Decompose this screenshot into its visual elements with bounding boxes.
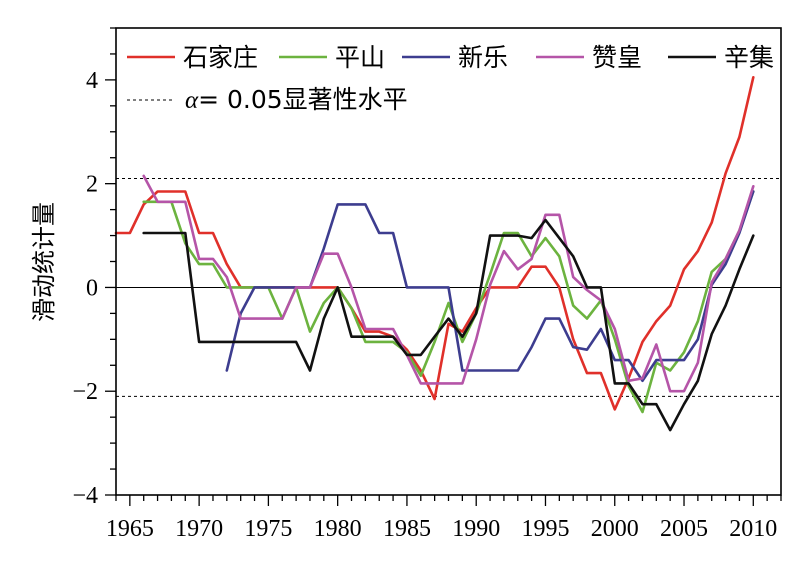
- y-tick-label: −4: [72, 483, 98, 509]
- y-tick-label: 0: [86, 275, 98, 301]
- x-tick-label: 1965: [106, 516, 154, 542]
- series-line-1: [114, 76, 755, 411]
- x-tick-label: 1980: [314, 516, 362, 542]
- significance-text: = 0.05显著性水平: [198, 85, 408, 114]
- x-tick-label: 2005: [660, 516, 708, 542]
- series-layer: [114, 76, 755, 432]
- x-tick-label: 2010: [729, 516, 777, 542]
- legend-significance: α= 0.05显著性水平: [127, 85, 408, 114]
- x-tick-label: 1975: [244, 516, 292, 542]
- y-axis-title: 滑动统计量: [30, 202, 58, 322]
- series-line-5: [142, 218, 755, 432]
- legend-label: 辛集: [724, 43, 774, 72]
- series-line-2: [142, 190, 755, 414]
- x-tick-label: 1970: [175, 516, 223, 542]
- x-tick-label: 1995: [521, 516, 569, 542]
- alpha-symbol: α: [185, 87, 199, 114]
- x-tick-label: 1990: [452, 516, 500, 542]
- legend-label: 石家庄: [183, 43, 258, 72]
- legend-significance-label: α= 0.05显著性水平: [185, 85, 408, 114]
- axis-ticks: [105, 27, 782, 506]
- legend-label: 新乐: [458, 43, 508, 72]
- legend-label: 赞皇: [592, 43, 642, 72]
- y-tick-label: 4: [86, 68, 98, 94]
- series-line-4: [142, 174, 755, 393]
- x-tick-label: 2000: [591, 516, 639, 542]
- x-tick-label: 1985: [383, 516, 431, 542]
- y-tick-label: −2: [72, 379, 98, 405]
- legend-label: 平山: [335, 43, 385, 72]
- tick-labels: 1965 1970 1975 1980 1985 1990 1995 2000 2005 2010…: [72, 68, 777, 542]
- legend: 石家庄 平山 新乐 赞皇 辛集 α= 0.05显著性水平: [127, 43, 774, 114]
- y-tick-label: 2: [86, 172, 98, 198]
- legend-series-items: 石家庄 平山 新乐 赞皇 辛集: [127, 43, 774, 72]
